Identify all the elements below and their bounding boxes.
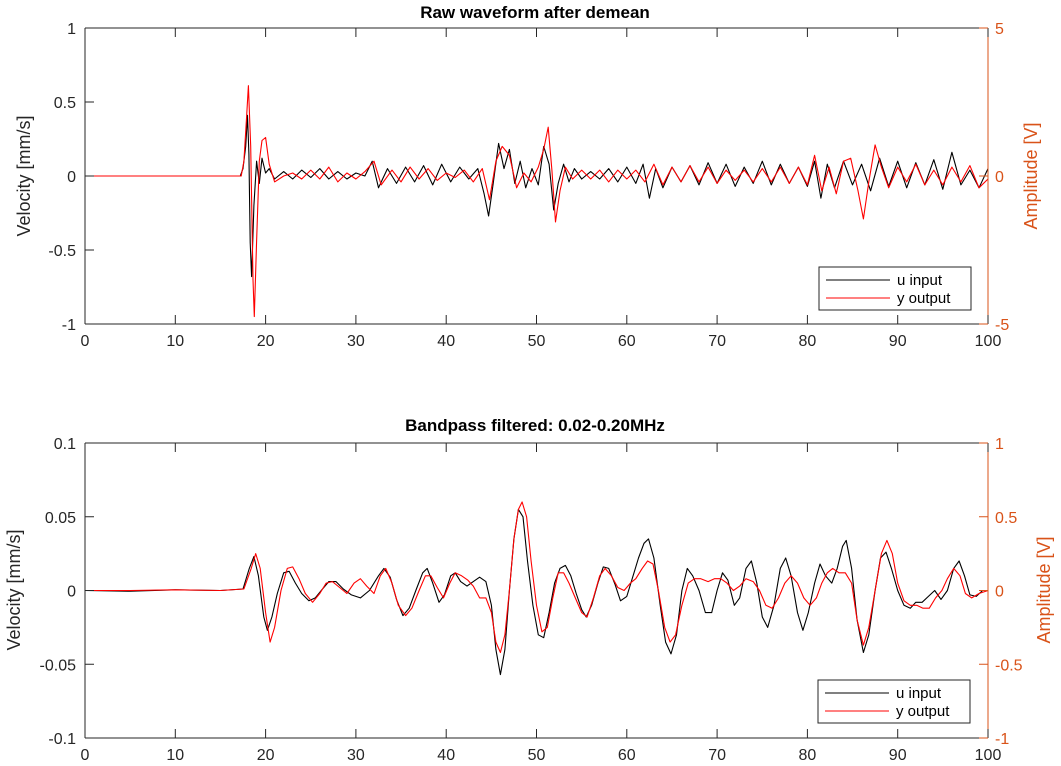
x-tick-label: 40 [437, 747, 455, 764]
x-tick-label: 50 [528, 747, 546, 764]
y-tick-label: -0.5 [48, 243, 76, 260]
x-tick-label: 70 [708, 747, 726, 764]
x-tick-label: 0 [81, 747, 90, 764]
chart-title: Bandpass filtered: 0.02-0.20MHz [405, 416, 665, 435]
chart-title: Raw waveform after demean [420, 3, 650, 22]
legend-label-y-output: y output [897, 290, 951, 307]
x-tick-label: 90 [889, 333, 907, 350]
y-axis-label: Velocity [mm/s] [4, 529, 24, 650]
x-ticks: 0 10 20 30 40 50 60 70 80 90 100 [81, 28, 1002, 350]
y-ticks-right: -1 -0.5 0 0.5 1 [979, 436, 1023, 748]
y-ticks-right: -5 0 5 [979, 21, 1009, 334]
series-line-y-output [85, 501, 989, 654]
x-tick-label: 10 [166, 747, 184, 764]
legend-box [818, 266, 972, 311]
y-axis-label-right: Amplitude [V] [1034, 536, 1054, 643]
y-tick-label: -0.05 [40, 657, 77, 674]
x-tick-label: 80 [799, 747, 817, 764]
y-tick-label: 0 [67, 584, 76, 601]
x-ticks: 0 10 20 30 40 50 60 70 80 90 100 [81, 443, 1002, 764]
legend-label-u-input: u input [897, 272, 943, 289]
y-tick-label-right: 0.5 [995, 510, 1017, 527]
x-tick-label: 30 [347, 333, 365, 350]
x-tick-label: 80 [799, 333, 817, 350]
series-lines [84, 501, 989, 676]
y-ticks-left: -0.1 -0.05 0 0.05 0.1 [40, 436, 94, 748]
series-line-y-output [85, 85, 989, 318]
chart-bandpass-filtered: Bandpass filtered: 0.02-0.20MHz 0 10 20 30 4… [4, 416, 1054, 764]
x-tick-label: 60 [618, 333, 636, 350]
y-tick-label-right: -5 [995, 317, 1009, 334]
y-tick-label-right: 1 [995, 436, 1004, 453]
series-lines [85, 85, 989, 318]
x-tick-label: 100 [975, 747, 1002, 764]
x-tick-label: 20 [257, 333, 275, 350]
legend: u input y output [817, 679, 971, 724]
legend-box [817, 679, 971, 724]
legend-label-u-input: u input [896, 685, 942, 702]
y-tick-label: 0.05 [45, 510, 76, 527]
y-tick-label: 0.5 [54, 95, 76, 112]
y-tick-label-right: 0 [995, 584, 1004, 601]
x-tick-label: 90 [889, 747, 907, 764]
x-tick-label: 40 [437, 333, 455, 350]
legend-label-y-output: y output [896, 703, 950, 720]
y-axis-label: Velocity [mm/s] [14, 115, 34, 236]
y-tick-label: -0.1 [48, 731, 76, 748]
x-tick-label: 10 [166, 333, 184, 350]
y-tick-label-right: -0.5 [995, 657, 1023, 674]
y-tick-label-right: 5 [995, 21, 1004, 38]
x-tick-label: 0 [81, 333, 90, 350]
x-tick-label: 50 [528, 333, 546, 350]
y-tick-label: 0 [67, 169, 76, 186]
y-tick-label-right: -1 [995, 731, 1009, 748]
y-tick-label: -1 [62, 317, 76, 334]
y-tick-label: 1 [67, 21, 76, 38]
x-tick-label: 20 [257, 747, 275, 764]
chart-raw-waveform: Raw waveform after demean 0 10 20 30 40 50 60 7… [14, 3, 1041, 350]
y-tick-label: 0.1 [54, 436, 76, 453]
y-ticks-left: -1 -0.5 0 0.5 1 [48, 21, 94, 334]
x-tick-label: 70 [708, 333, 726, 350]
x-tick-label: 100 [975, 333, 1002, 350]
y-tick-label-right: 0 [995, 169, 1004, 186]
legend: u input y output [818, 266, 972, 311]
x-tick-label: 60 [618, 747, 636, 764]
x-tick-label: 30 [347, 747, 365, 764]
y-axis-label-right: Amplitude [V] [1021, 122, 1041, 229]
